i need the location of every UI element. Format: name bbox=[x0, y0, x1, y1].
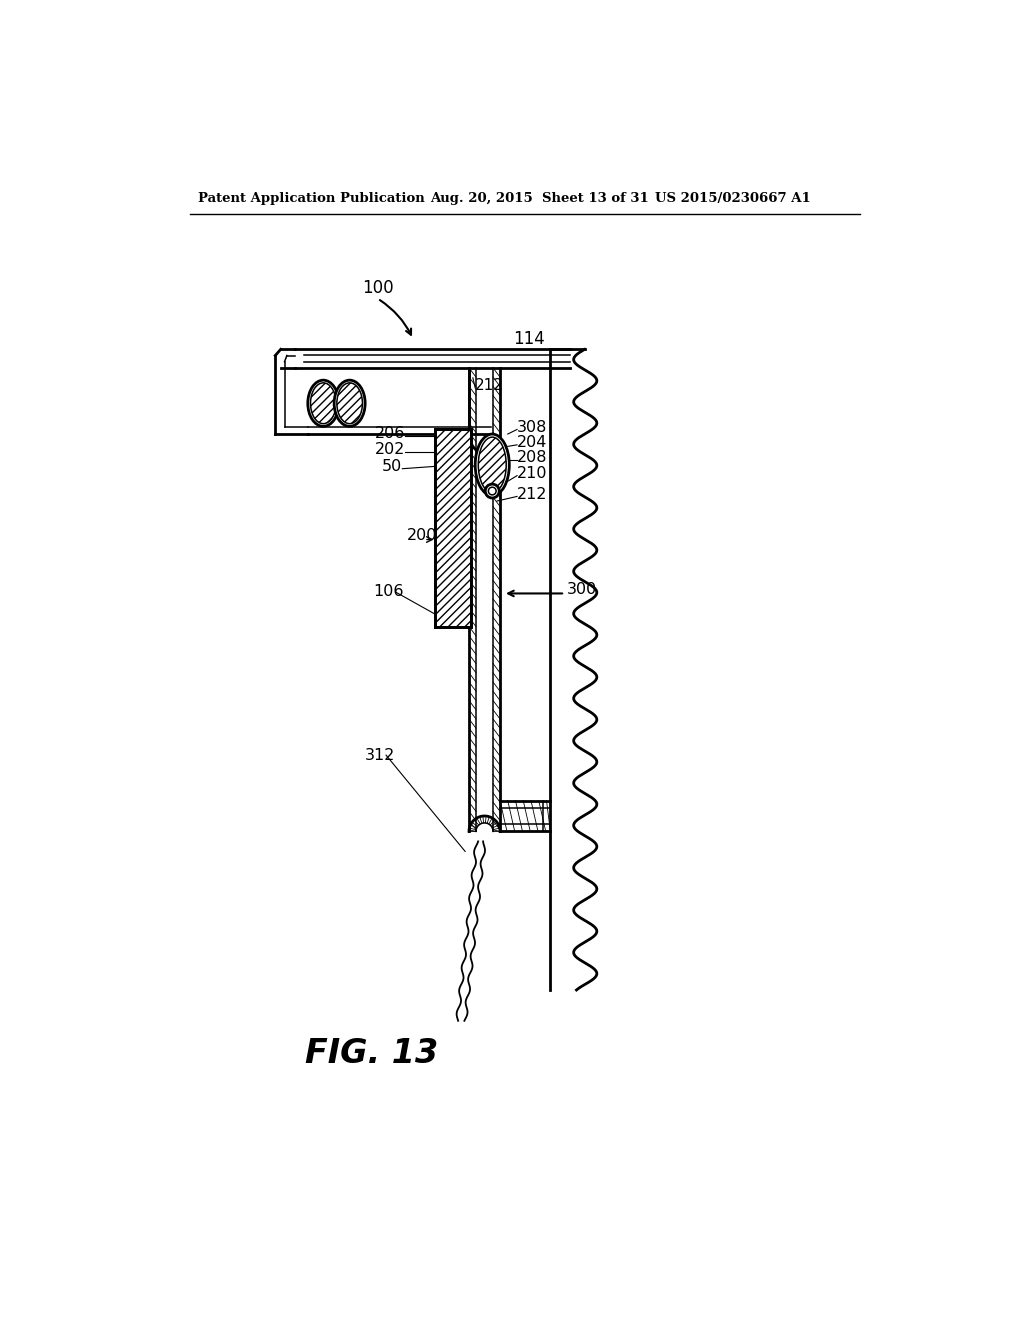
Text: FIG. 13: FIG. 13 bbox=[305, 1036, 438, 1069]
Ellipse shape bbox=[475, 434, 509, 496]
Bar bbox=[435, 429, 471, 627]
Text: 208: 208 bbox=[517, 450, 548, 466]
Text: 212: 212 bbox=[517, 487, 548, 502]
Text: 114: 114 bbox=[513, 330, 545, 347]
Bar bbox=[435, 429, 471, 627]
Ellipse shape bbox=[308, 380, 339, 426]
Text: 308: 308 bbox=[517, 420, 548, 434]
Text: 106: 106 bbox=[373, 585, 403, 599]
Text: 202: 202 bbox=[375, 442, 406, 457]
Text: 206: 206 bbox=[375, 426, 406, 441]
Text: 300: 300 bbox=[566, 582, 597, 597]
Ellipse shape bbox=[334, 380, 366, 426]
Text: 312: 312 bbox=[365, 747, 394, 763]
Text: 50: 50 bbox=[382, 459, 402, 474]
Circle shape bbox=[485, 484, 500, 498]
Text: 204: 204 bbox=[517, 436, 548, 450]
Text: Aug. 20, 2015  Sheet 13 of 31: Aug. 20, 2015 Sheet 13 of 31 bbox=[430, 191, 649, 205]
Text: US 2015/0230667 A1: US 2015/0230667 A1 bbox=[655, 191, 811, 205]
Text: 210: 210 bbox=[517, 466, 548, 480]
Text: Patent Application Publication: Patent Application Publication bbox=[198, 191, 425, 205]
Text: 200: 200 bbox=[407, 528, 437, 544]
Bar bbox=[435, 429, 471, 627]
Text: 100: 100 bbox=[362, 279, 393, 297]
Text: 212: 212 bbox=[475, 378, 504, 393]
